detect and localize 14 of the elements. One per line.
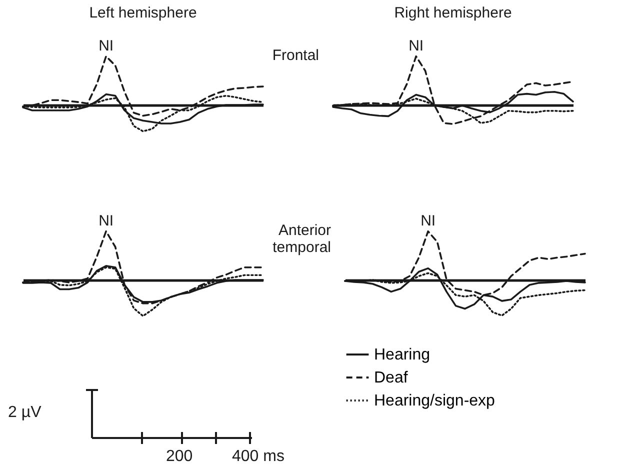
annotation: NI [408,37,424,54]
y-axis-title: Frontal [272,47,319,64]
legend-label: Deaf [374,370,408,386]
chart-title: Left hemisphere [89,4,197,22]
y-axis-title: Anterior temporal [272,222,331,256]
annotation: NI [98,37,114,54]
legend-label: Hearing/sign-exp [374,392,496,410]
text: 400 ms [232,448,284,466]
annotation: NI [420,212,436,230]
chart-title: Right hemisphere [394,4,512,22]
legend-label: Hearing [374,346,430,364]
text: 2 µV [8,404,42,422]
text: 200 [166,448,193,466]
annotation: NI [98,212,114,230]
